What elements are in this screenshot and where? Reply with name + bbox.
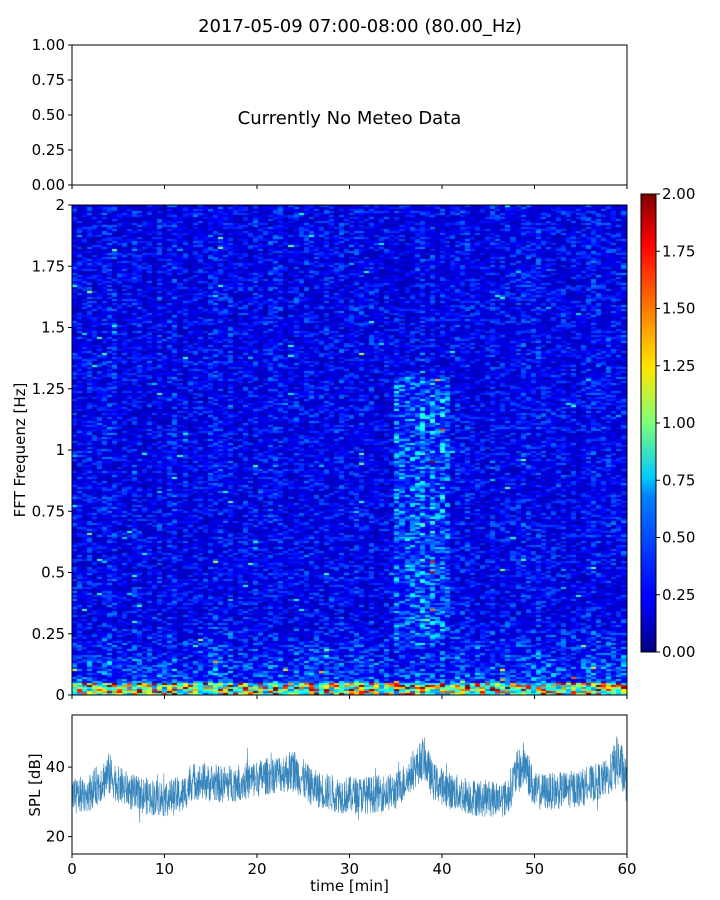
spl-trace (71, 736, 628, 823)
colorbar-tick-label: 1.75 (662, 242, 695, 260)
figure-title: 2017-05-09 07:00-08:00 (80.00_Hz) (198, 16, 522, 37)
spectrogram-y-tick-label: 0.5 (41, 564, 65, 582)
colorbar-tick-label: 0.25 (662, 586, 695, 604)
spectrogram-y-tick-label: 2 (55, 196, 65, 214)
meteo-panel: Currently No Meteo Data 0.00 0.25 0.50 0.75… (32, 36, 628, 194)
spectrogram-y-tick-label: 0.25 (32, 625, 65, 643)
spl-x-tick-label: 50 (525, 860, 544, 878)
colorbar-tick-label: 1.50 (662, 300, 695, 318)
spl-x-tick-label: 60 (617, 860, 636, 878)
colorbar-tick-label: 0.75 (662, 471, 695, 489)
spl-y-tick-label: 20 (46, 828, 65, 846)
colorbar-tick-label: 1.00 (662, 414, 695, 432)
spectrogram-y-tick-label: 0.75 (32, 502, 65, 520)
colorbar-tick-label: 2.00 (662, 185, 695, 203)
spl-x-axis-label: time [min] (310, 877, 389, 895)
meteo-y-tick-label: 0.75 (32, 71, 65, 89)
spectrogram-y-axis-label: FFT Frequenz [Hz] (11, 383, 29, 518)
spl-x-tick-label: 40 (432, 860, 451, 878)
spectrogram-image-wrap (72, 205, 627, 695)
spectrogram-y-tick-label: 1 (55, 441, 65, 459)
spectrogram-y-tick-label: 1.5 (41, 319, 65, 337)
meteo-y-tick-label: 1.00 (32, 36, 65, 54)
spl-y-axis-label: SPL [dB] (26, 753, 44, 816)
spl-y-tick-label: 40 (46, 758, 65, 776)
meteo-axes-frame (71, 44, 628, 186)
meteo-y-tick-label: 0.25 (32, 141, 65, 159)
spl-panel: 20 40 0 10 20 30 40 50 60 SPL [dB] time [min] (26, 714, 637, 895)
colorbar-tick-label: 0.50 (662, 529, 695, 547)
colorbar: 0.00 0.25 0.50 0.75 1.00 1.25 1.50 1.75 2.00 (640, 185, 695, 661)
spectrogram-y-tick-label: 1.25 (32, 380, 65, 398)
spl-x-tick-label: 20 (247, 860, 266, 878)
spl-x-tick-label: 0 (67, 860, 77, 878)
meteo-y-tick-label: 0.00 (32, 176, 65, 194)
colorbar-gradient (640, 193, 657, 653)
spl-series-line (71, 736, 628, 823)
spectrogram-y-tick-label: 1.75 (32, 257, 65, 275)
spectrogram-heatmap (72, 205, 627, 695)
colorbar-tick-label: 1.25 (662, 357, 695, 375)
colorbar-tick-label: 0.00 (662, 643, 695, 661)
spl-x-tick-label: 10 (155, 860, 174, 878)
spectrogram-panel: 0 0.25 0.5 0.75 1 1.25 1.5 1.75 2 FFT Frequenz [… (11, 196, 628, 704)
meteo-y-tick-label: 0.50 (32, 106, 65, 124)
no-meteo-message: Currently No Meteo Data (238, 108, 462, 129)
spl-x-tick-label: 30 (340, 860, 359, 878)
spectrogram-y-tick-label: 0 (55, 686, 65, 704)
